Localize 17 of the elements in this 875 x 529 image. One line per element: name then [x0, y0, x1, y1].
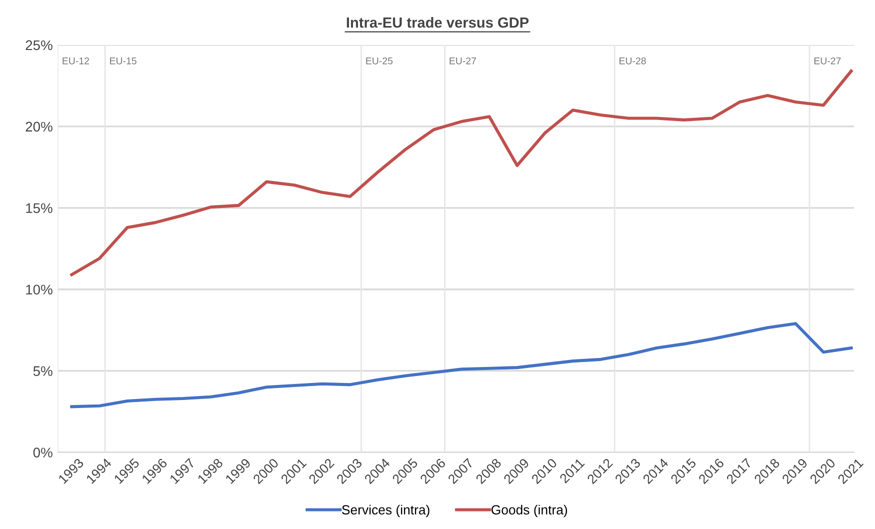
ref-line-label: EU-28 [620, 57, 646, 64]
y-tick-label: 15% [26, 203, 52, 214]
line-series [70, 322, 853, 408]
y-tick-label: 20% [26, 122, 52, 132]
y-tick-label: 0% [33, 448, 52, 458]
ref-line-label: EU-27 [450, 57, 476, 64]
y-tick-label: 25% [26, 40, 52, 50]
ref-line-label: EU-15 [110, 58, 136, 64]
chart-title: Intra-EU trade versus GDP [346, 17, 529, 28]
line-series [70, 70, 853, 276]
legend-label: Services (intra) [342, 504, 430, 518]
ref-line-label: EU-25 [366, 57, 393, 64]
legend-label: Goods (intra) [492, 504, 568, 518]
ref-line-label: EU-12 [62, 57, 89, 64]
ref-line-label: EU-27 [814, 57, 841, 64]
y-tick-label: 5% [33, 366, 52, 376]
y-tick-label: 10% [26, 284, 52, 295]
